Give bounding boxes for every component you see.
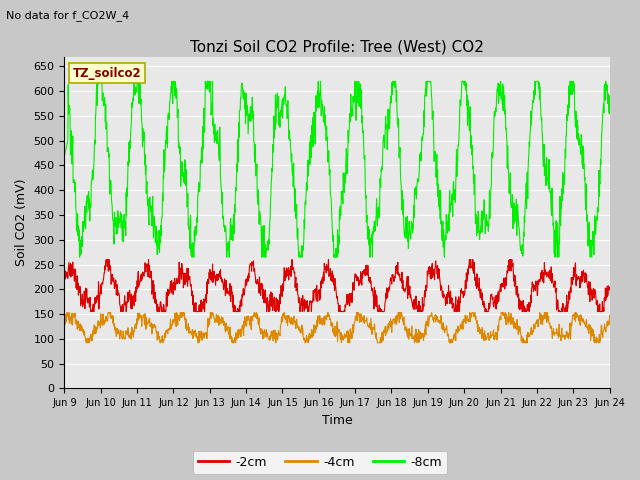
-8cm xyxy=(244,103,252,108)
-4cm xyxy=(541,316,549,322)
Line: -4cm: -4cm xyxy=(65,312,609,343)
-4cm xyxy=(182,323,190,329)
Y-axis label: Soil CO2 (mV): Soil CO2 (mV) xyxy=(15,179,28,266)
-2cm xyxy=(244,279,252,285)
Text: No data for f_CO2W_4: No data for f_CO2W_4 xyxy=(6,10,130,21)
-4cm xyxy=(244,318,252,324)
-8cm xyxy=(93,78,101,84)
-2cm xyxy=(605,284,613,290)
-2cm xyxy=(182,275,190,281)
-2cm xyxy=(102,257,110,263)
Text: TZ_soilco2: TZ_soilco2 xyxy=(72,67,141,80)
-2cm xyxy=(493,292,501,298)
-4cm xyxy=(83,340,90,346)
-8cm xyxy=(422,78,430,84)
-2cm xyxy=(86,309,94,314)
X-axis label: Time: Time xyxy=(322,414,353,427)
Title: Tonzi Soil CO2 Profile: Tree (West) CO2: Tonzi Soil CO2 Profile: Tree (West) CO2 xyxy=(190,39,484,54)
-2cm xyxy=(422,288,430,294)
-8cm xyxy=(182,167,190,172)
Legend: -2cm, -4cm, -8cm: -2cm, -4cm, -8cm xyxy=(193,451,447,474)
Line: -8cm: -8cm xyxy=(65,81,609,257)
-8cm xyxy=(493,86,501,92)
-4cm xyxy=(63,310,71,315)
-4cm xyxy=(493,333,501,339)
-8cm xyxy=(541,161,549,167)
-8cm xyxy=(605,93,613,98)
-4cm xyxy=(422,318,430,324)
-8cm xyxy=(76,254,83,260)
-2cm xyxy=(61,263,68,269)
-4cm xyxy=(605,312,613,318)
-4cm xyxy=(61,315,68,321)
-4cm xyxy=(170,318,177,324)
-8cm xyxy=(61,153,68,158)
-8cm xyxy=(170,78,177,84)
-2cm xyxy=(170,291,177,297)
Line: -2cm: -2cm xyxy=(65,260,609,312)
-2cm xyxy=(541,269,549,275)
